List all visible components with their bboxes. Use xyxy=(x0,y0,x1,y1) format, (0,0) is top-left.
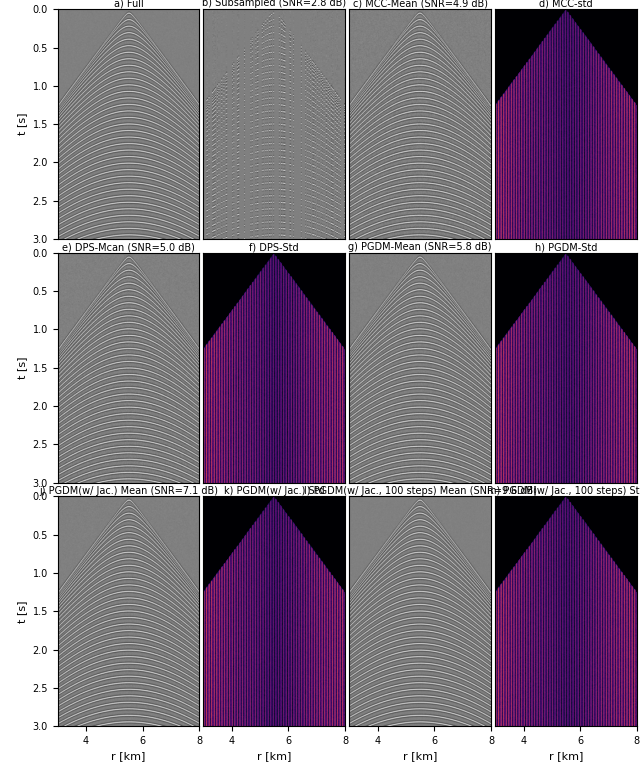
Title: m) PGDM(w/ Jac., 100 steps) Std: m) PGDM(w/ Jac., 100 steps) Std xyxy=(486,486,640,496)
Title: k) PGDM(w/ Jac.) Std: k) PGDM(w/ Jac.) Std xyxy=(224,486,324,496)
Title: b) Subsampled (SNR=2.8 dB): b) Subsampled (SNR=2.8 dB) xyxy=(202,0,346,8)
X-axis label: r [km]: r [km] xyxy=(549,752,583,762)
Title: l) PGDM(w/ Jac., 100 steps) Mean (SNR=9.6 dB): l) PGDM(w/ Jac., 100 steps) Mean (SNR=9.… xyxy=(303,486,536,496)
Y-axis label: t [s]: t [s] xyxy=(17,356,27,379)
Title: h) PGDM-Std: h) PGDM-Std xyxy=(535,242,597,252)
Title: d) MCC-std: d) MCC-std xyxy=(539,0,593,8)
Title: j) PGDM(w/ Jac.) Mean (SNR=7.1 dB): j) PGDM(w/ Jac.) Mean (SNR=7.1 dB) xyxy=(39,486,218,496)
Y-axis label: t [s]: t [s] xyxy=(17,113,27,136)
Title: g) PGDM-Mean (SNR=5.8 dB): g) PGDM-Mean (SNR=5.8 dB) xyxy=(348,242,492,252)
Title: c) MCC-Mean (SNR=4.9 dB): c) MCC-Mean (SNR=4.9 dB) xyxy=(353,0,488,8)
Title: a) Full: a) Full xyxy=(113,0,143,8)
Y-axis label: t [s]: t [s] xyxy=(17,600,27,623)
X-axis label: r [km]: r [km] xyxy=(403,752,437,762)
X-axis label: r [km]: r [km] xyxy=(257,752,291,762)
Title: e) DPS-Mcan (SNR=5.0 dB): e) DPS-Mcan (SNR=5.0 dB) xyxy=(62,242,195,252)
Title: f) DPS-Std: f) DPS-Std xyxy=(250,242,299,252)
X-axis label: r [km]: r [km] xyxy=(111,752,145,762)
